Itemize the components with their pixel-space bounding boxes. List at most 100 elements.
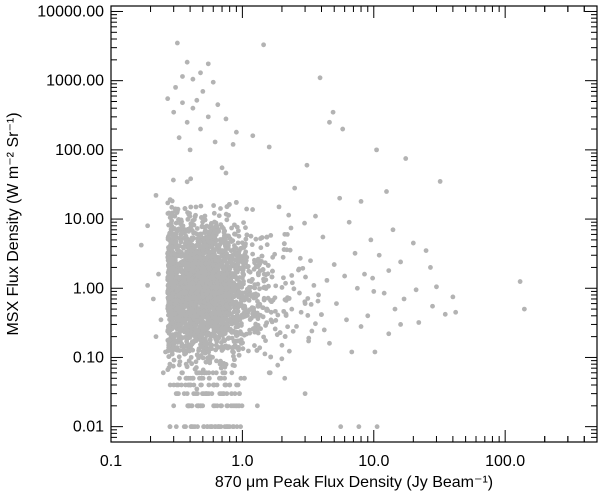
data-point — [259, 253, 265, 259]
data-point — [223, 291, 228, 296]
data-point — [270, 254, 276, 260]
data-point — [183, 270, 189, 276]
data-point — [245, 264, 251, 270]
data-point — [190, 424, 196, 430]
data-point — [220, 263, 226, 269]
data-point — [199, 320, 205, 326]
data-point — [248, 284, 254, 290]
data-point — [201, 424, 206, 430]
data-point — [206, 288, 211, 294]
data-point — [193, 300, 199, 306]
data-point — [280, 254, 286, 260]
data-point — [286, 348, 292, 354]
data-point — [218, 424, 224, 430]
data-point — [453, 309, 459, 315]
data-point — [223, 170, 229, 176]
data-point — [183, 233, 189, 239]
data-point — [167, 347, 173, 353]
data-point — [229, 225, 234, 231]
data-point — [218, 330, 224, 336]
data-point — [177, 243, 183, 249]
data-point — [171, 341, 177, 347]
data-point — [368, 237, 374, 243]
data-point — [220, 299, 225, 305]
data-point — [171, 109, 177, 115]
data-point — [338, 424, 344, 430]
data-point — [330, 109, 336, 115]
data-point — [225, 311, 231, 317]
data-point — [275, 312, 281, 318]
data-point — [238, 424, 244, 430]
data-point — [176, 322, 182, 328]
data-point — [206, 375, 212, 381]
y-tick-label: 10000.00 — [37, 3, 104, 20]
data-point — [238, 375, 244, 381]
data-point — [207, 266, 213, 272]
data-point — [284, 232, 290, 237]
data-point — [181, 285, 187, 291]
data-point — [246, 348, 251, 354]
data-point — [205, 325, 211, 331]
data-point — [202, 336, 208, 342]
data-point — [177, 348, 182, 353]
data-point — [262, 351, 268, 357]
data-point — [167, 312, 173, 318]
data-point — [220, 272, 226, 278]
data-point — [298, 309, 304, 315]
data-point — [232, 391, 238, 397]
data-point — [213, 256, 218, 262]
data-point — [240, 340, 245, 346]
data-point — [521, 306, 527, 312]
data-point — [174, 40, 180, 46]
data-point — [221, 337, 227, 342]
data-point — [247, 317, 253, 323]
data-point — [227, 236, 233, 242]
x-tick-label: 10.0 — [358, 453, 389, 470]
data-point — [261, 297, 267, 303]
data-point — [178, 280, 184, 286]
data-point — [270, 268, 275, 274]
data-point — [169, 239, 174, 245]
data-point — [331, 262, 337, 267]
data-point — [213, 370, 219, 376]
data-point — [304, 162, 310, 168]
data-point — [198, 231, 204, 237]
data-point — [185, 403, 191, 409]
data-point — [401, 296, 407, 302]
data-point — [205, 315, 211, 321]
data-point — [174, 288, 179, 294]
data-point — [372, 349, 378, 355]
data-point — [201, 304, 206, 309]
data-point — [300, 265, 306, 271]
data-point — [169, 351, 175, 357]
data-point — [183, 238, 189, 243]
data-point — [428, 265, 433, 270]
data-point — [241, 332, 247, 338]
data-point — [183, 301, 189, 307]
data-point — [182, 260, 188, 266]
data-point — [342, 273, 348, 279]
data-point — [207, 424, 213, 430]
data-point — [430, 303, 435, 309]
data-point — [200, 403, 206, 409]
data-point — [138, 242, 144, 248]
data-point — [374, 147, 379, 153]
data-point — [203, 243, 209, 249]
data-point — [207, 358, 213, 363]
data-point — [182, 206, 188, 211]
data-point — [212, 229, 218, 235]
data-point — [165, 367, 171, 373]
data-point — [176, 354, 182, 360]
data-point — [184, 119, 190, 125]
data-point — [219, 306, 225, 311]
data-point — [200, 375, 206, 381]
data-point — [381, 290, 387, 296]
data-point — [194, 386, 200, 392]
data-point — [275, 362, 281, 368]
data-point — [198, 203, 204, 209]
data-point — [166, 341, 172, 347]
data-point — [214, 223, 220, 229]
data-point — [254, 264, 260, 269]
data-point — [186, 348, 192, 354]
data-point — [170, 363, 176, 369]
